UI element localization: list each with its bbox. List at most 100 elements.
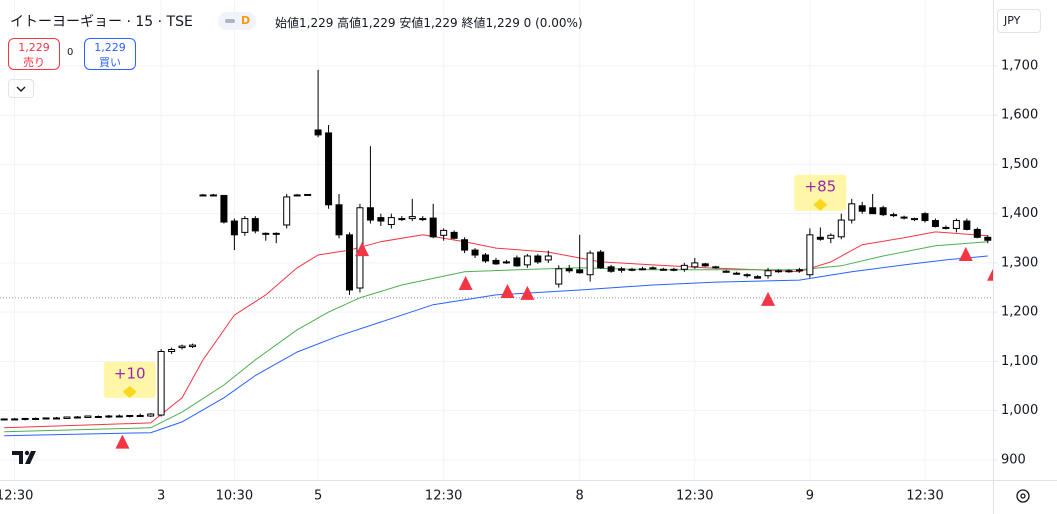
x-tick-label: 10:30 [216,489,253,504]
signal-marker [500,283,515,298]
grid [0,0,993,480]
y-tick-label: 1,700 [1001,58,1038,73]
candle-body [973,228,981,238]
candle-body [230,220,238,236]
candle-body [126,415,134,418]
candle-body [848,203,856,221]
spread: 0 [67,47,74,58]
symbol-title[interactable]: イトーヨーギョー · 15 · TSE [10,14,193,30]
y-tick-label: 1,100 [1001,354,1038,369]
candle-body [53,417,61,420]
y-tick-label: 1,000 [1001,403,1038,418]
candle-body [890,214,898,217]
annotation-label: +10 [114,364,146,382]
moving-average-line [4,241,988,433]
candle-body [94,415,102,418]
candle-body [366,207,374,221]
candle-body [607,266,615,272]
candle-body [544,255,552,261]
y-tick-label: 1,500 [1001,157,1038,172]
candle-body [482,254,490,262]
x-tick-label: 12:30 [906,489,943,504]
status-letter: D [241,14,251,27]
market-status[interactable]: D [218,12,256,30]
candle-body [73,416,81,419]
buy-button[interactable]: 1,229 買い [84,38,136,70]
candle-body [408,216,416,220]
x-tick-label: 3 [157,489,165,504]
x-tick-label: 12:30 [676,489,713,504]
candle-body [754,276,762,279]
candle-body [115,415,123,418]
y-tick-label: 1,400 [1001,206,1038,221]
candle-body [0,418,8,421]
candle-body [377,217,385,222]
candle-body [21,417,29,420]
candle-body [670,268,678,271]
candle-body [649,267,657,270]
candle-body [178,345,186,349]
candle-body [795,269,803,272]
candle-body [827,234,835,239]
x-tick-label: 8 [576,489,584,504]
candle-body [680,264,688,270]
settings-button[interactable] [1016,489,1030,503]
y-tick-label: 1,300 [1001,255,1038,270]
annotation-point [813,198,828,211]
candle-body [251,218,259,232]
tv-logo [12,450,36,464]
candle-body [879,207,887,216]
sell-button[interactable]: 1,229 売り [8,38,60,70]
y-tick-label: 1,600 [1001,108,1038,123]
signal-marker [458,276,473,291]
candle-body [429,217,437,238]
x-tick-label: 12:30 [0,489,33,504]
candle-body [806,234,814,276]
candle-body [168,349,176,353]
buy-price: 1,229 [94,41,126,54]
sell-price: 1,229 [18,41,50,54]
signal-marker [958,247,973,262]
candle-body [272,232,280,235]
candle-body [335,204,343,236]
annotation-point [122,385,137,398]
candle-body [293,194,301,197]
candle-body [11,418,19,421]
candle-body [858,205,866,212]
candle-body [209,194,217,197]
candle-body [63,416,71,419]
buy-label: 買い [99,56,121,69]
signal-marker [761,291,776,306]
candle-body [283,196,291,226]
candle-body [576,269,584,274]
candle-body [314,129,322,136]
candle-body [764,270,772,277]
candle-body [398,218,406,221]
currency-button[interactable]: JPY [997,9,1041,33]
signal-marker [355,242,370,257]
chevron-icon [16,86,26,92]
candle-body [816,236,824,240]
sell-label: 売り [23,56,45,69]
candle-body [136,415,144,418]
candle-body [774,270,782,273]
candle-body [492,259,500,265]
ohlc-values: 始値1,229 高値1,229 安値1,229 終値1,229 0 (0.00%… [275,16,583,30]
candle-body [555,268,563,285]
candle-body [304,193,312,196]
expand-button[interactable] [8,79,34,98]
candle-body [837,219,845,238]
candle-body [618,268,626,271]
candle-body [189,344,197,348]
candle-body [869,207,877,215]
y-tick-label: 900 [1001,452,1026,467]
candle-body [597,251,605,269]
candle-body [502,261,510,264]
candle-body [461,239,469,251]
annotation-label: +85 [805,177,837,195]
candle-body [712,266,720,269]
candle-body [534,255,542,263]
